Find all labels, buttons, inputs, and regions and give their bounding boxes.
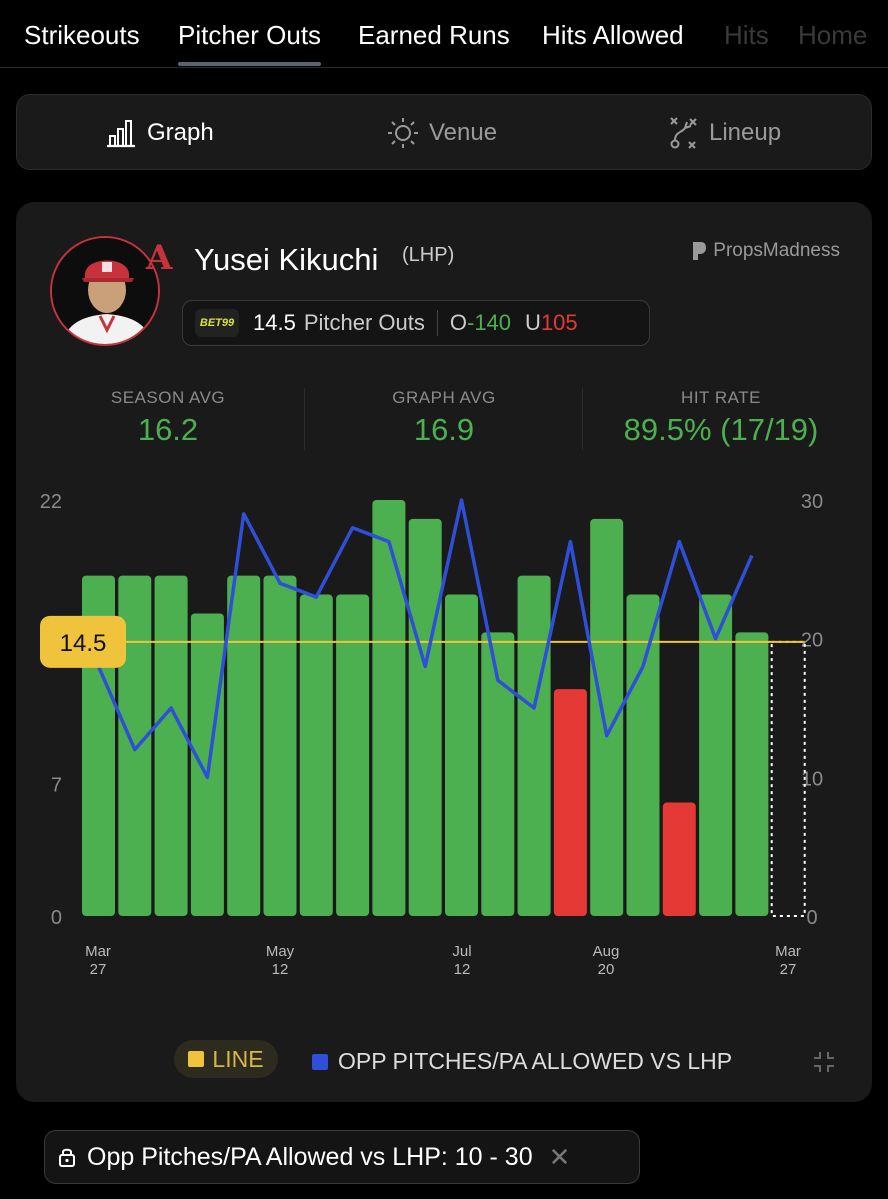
tab-earned-runs[interactable]: Earned Runs bbox=[358, 20, 510, 50]
chart-bar bbox=[227, 575, 261, 916]
chart-bar bbox=[299, 594, 333, 916]
chart-bar bbox=[408, 518, 442, 916]
lineup-icon bbox=[670, 117, 697, 149]
prop-tabs: Strikeouts Pitcher Outs Earned Runs Hits… bbox=[0, 0, 888, 68]
line-value-label: 14.5 bbox=[60, 630, 107, 657]
prop-line-pill[interactable]: BET99 14.5 Pitcher Outs O -140 U 105 bbox=[182, 300, 650, 346]
line-value-badge bbox=[40, 615, 126, 668]
graph-view-button[interactable]: Graph bbox=[105, 95, 214, 171]
legend-opp-label: OPP PITCHES/PA ALLOWED VS LHP bbox=[338, 1048, 733, 1074]
prop-line-value: 14.5 bbox=[253, 310, 296, 335]
player-avatar bbox=[50, 236, 160, 346]
propsmadness-logo-icon bbox=[693, 242, 707, 260]
filter-chip[interactable]: Opp Pitches/PA Allowed vs LHP: 10 - 30 ✕ bbox=[44, 1130, 640, 1184]
graph-avg-label: GRAPH AVG bbox=[392, 388, 496, 407]
sun-icon bbox=[388, 118, 418, 148]
right-axis-tick: 10 bbox=[801, 768, 823, 790]
right-axis-tick: 0 bbox=[806, 907, 817, 929]
left-axis-tick: 22 bbox=[40, 492, 62, 513]
x-tick-label: 20 bbox=[598, 961, 615, 978]
chart-bar bbox=[372, 500, 406, 916]
graph-label: Graph bbox=[147, 119, 214, 146]
hit-rate-value: 89.5% (17/19) bbox=[623, 412, 819, 447]
x-tick-label: 27 bbox=[780, 961, 797, 978]
chart-bar bbox=[553, 689, 587, 916]
tab-home-runs[interactable]: Home bbox=[798, 20, 868, 50]
tab-strikeouts[interactable]: Strikeouts bbox=[24, 20, 140, 50]
x-tick-label: Mar bbox=[775, 943, 801, 960]
over-odds: -140 bbox=[467, 310, 512, 335]
x-tick-label: Jul bbox=[452, 943, 471, 960]
season-avg-label: SEASON AVG bbox=[110, 388, 226, 407]
left-axis-tick: 7 bbox=[51, 775, 62, 797]
player-card: A Yusei Kikuchi (LHP) PropsMadness BET99… bbox=[16, 202, 872, 1102]
under-label: U bbox=[525, 310, 541, 335]
graph-avg-value: 16.9 bbox=[413, 412, 475, 447]
player-hand: (LHP) bbox=[402, 244, 455, 266]
chart-bar bbox=[445, 594, 478, 916]
hit-rate-label: HIT RATE bbox=[681, 388, 761, 407]
chart-bar bbox=[336, 594, 370, 916]
chart-bar bbox=[517, 575, 551, 916]
right-axis-tick: 30 bbox=[801, 492, 823, 513]
view-switch: Graph Venue Lineup bbox=[16, 94, 872, 170]
filter-label: Opp Pitches/PA Allowed vs LHP: 10 - 30 bbox=[87, 1142, 533, 1171]
x-tick-label: May bbox=[266, 943, 295, 960]
chart-bar bbox=[481, 632, 515, 916]
chart-bar bbox=[662, 802, 696, 916]
under-odds: 105 bbox=[540, 310, 578, 335]
stats-row: SEASON AVG 16.2 GRAPH AVG 16.9 HIT RATE … bbox=[16, 388, 872, 458]
left-axis-tick: 0 bbox=[51, 907, 62, 929]
sportsbook-logo: BET99 bbox=[195, 309, 239, 337]
opp-pitches-line bbox=[96, 498, 754, 780]
over-label: O bbox=[449, 310, 467, 335]
prop-market: Pitcher Outs bbox=[303, 310, 425, 335]
lineup-label: Lineup bbox=[709, 119, 782, 146]
chart-bar bbox=[590, 518, 624, 916]
venue-label: Venue bbox=[429, 119, 498, 146]
chart-bar bbox=[154, 575, 188, 916]
x-tick-label: 12 bbox=[272, 961, 289, 978]
season-avg-stat: SEASON AVG 16.2 bbox=[88, 388, 248, 448]
tab-pitcher-outs[interactable]: Pitcher Outs bbox=[178, 20, 322, 66]
x-tick-label: 27 bbox=[90, 961, 107, 978]
right-axis-tick: 20 bbox=[801, 630, 823, 652]
legend-opp-toggle[interactable]: OPP PITCHES/PA ALLOWED VS LHP bbox=[312, 1048, 732, 1075]
season-avg-value: 16.2 bbox=[137, 412, 199, 447]
chart-bar bbox=[626, 594, 660, 916]
x-tick-label: Mar bbox=[85, 943, 111, 960]
brand-name: PropsMadness bbox=[713, 240, 840, 261]
brand-watermark: PropsMadness bbox=[691, 240, 840, 262]
x-tick-label: Aug bbox=[593, 943, 620, 960]
upcoming-game-placeholder bbox=[770, 640, 806, 917]
legend-opp-swatch bbox=[312, 1053, 328, 1070]
chart-bar bbox=[263, 575, 297, 916]
divider bbox=[436, 310, 438, 336]
legend-line-swatch bbox=[188, 1051, 205, 1067]
divider bbox=[304, 388, 305, 450]
x-tick-label: 12 bbox=[454, 961, 471, 978]
player-name: Yusei Kikuchi bbox=[194, 242, 379, 277]
graph-avg-stat: GRAPH AVG 16.9 bbox=[364, 388, 524, 448]
legend-line-label: LINE bbox=[212, 1045, 264, 1072]
tab-hits[interactable]: Hits bbox=[724, 20, 769, 50]
pitcher-outs-chart: 071422010203014.5Mar27May12Jul12Aug20Mar… bbox=[40, 492, 823, 978]
chart-bar bbox=[735, 632, 769, 916]
close-icon[interactable]: ✕ bbox=[548, 1141, 571, 1172]
tab-hits-allowed[interactable]: Hits Allowed bbox=[542, 20, 684, 50]
legend-line-toggle[interactable]: LINE bbox=[174, 1040, 278, 1078]
bar-chart-icon bbox=[107, 120, 135, 148]
hit-rate-stat: HIT RATE 89.5% (17/19) bbox=[606, 388, 836, 448]
lock-icon bbox=[59, 1148, 75, 1167]
venue-view-button[interactable]: Venue bbox=[387, 95, 497, 171]
divider bbox=[582, 388, 583, 450]
lineup-view-button[interactable]: Lineup bbox=[669, 95, 781, 171]
team-logo: A bbox=[146, 238, 173, 278]
chart-bar bbox=[699, 594, 733, 916]
collapse-icon[interactable] bbox=[812, 1050, 836, 1074]
